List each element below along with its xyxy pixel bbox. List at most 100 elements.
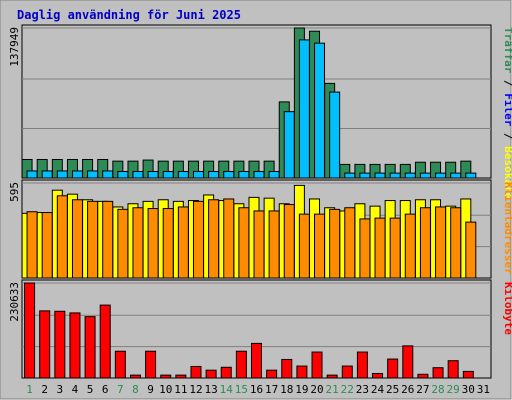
bar-filer-day-13 [208, 170, 220, 179]
bar-klientadresser-day-3 [56, 195, 68, 279]
bar-filer-day-28 [435, 172, 447, 179]
bar-kilobyte-day-15 [235, 350, 247, 379]
bar-filer-day-10 [162, 170, 174, 179]
bar-kilobyte-day-18 [281, 358, 293, 379]
x-tick-label-day-13: 13 [204, 383, 217, 396]
bar-filer-day-29 [450, 172, 462, 179]
bar-filer-day-2 [41, 170, 53, 179]
bar-klientadresser-day-6 [102, 200, 114, 279]
x-tick-label-day-5: 5 [87, 383, 94, 396]
bar-kilobyte-day-10 [160, 374, 172, 379]
bar-klientadresser-day-17 [268, 210, 280, 279]
bar-filer-day-7 [117, 170, 129, 179]
x-tick-label-day-28: 28 [431, 383, 444, 396]
x-tick-label-day-9: 9 [147, 383, 154, 396]
bar-filer-day-12 [192, 170, 204, 179]
bar-kilobyte-day-29 [447, 360, 459, 379]
bar-kilobyte-day-16 [251, 342, 262, 379]
bar-filer-day-27 [419, 172, 431, 179]
bar-klientadresser-day-4 [71, 199, 83, 279]
x-tick-label-day-16: 16 [250, 383, 263, 396]
bar-klientadresser-day-21 [329, 208, 341, 279]
legend-item-1: Träffar [502, 27, 512, 74]
x-tick-label-day-7: 7 [117, 383, 124, 396]
x-tick-label-day-22: 22 [341, 383, 354, 396]
bar-klientadresser-day-5 [87, 200, 99, 279]
x-tick-label-day-23: 23 [356, 383, 369, 396]
bar-kilobyte-day-25 [387, 358, 399, 379]
bar-klientadresser-day-14 [223, 198, 235, 279]
bar-klientadresser-day-24 [374, 217, 386, 279]
legend: Träffar / Filer / Besökare [502, 27, 512, 200]
bar-klientadresser-day-28 [435, 206, 447, 279]
bar-kilobyte-day-5 [84, 316, 96, 379]
y-axis-max-label: 230633 [8, 282, 21, 322]
bar-kilobyte-day-11 [175, 374, 187, 379]
legend-item-1: Klientadresser [502, 182, 512, 275]
bar-klientadresser-day-8 [132, 207, 144, 279]
bar-klientadresser-day-30 [465, 221, 477, 279]
bar-kilobyte-day-17 [266, 369, 278, 379]
x-tick-label-day-20: 20 [310, 383, 323, 396]
bar-kilobyte-day-12 [190, 365, 202, 379]
x-tick-label-day-17: 17 [265, 383, 278, 396]
legend-item-4: / [502, 126, 512, 146]
bar-filer-day-25 [389, 172, 401, 179]
legend-item-3: Filer [502, 93, 512, 126]
bar-kilobyte-day-26 [402, 345, 414, 379]
x-tick-label-day-31: 31 [477, 383, 490, 396]
bar-klientadresser-day-9 [147, 208, 159, 279]
bar-filer-day-30 [465, 172, 477, 179]
x-tick-label-day-10: 10 [159, 383, 172, 396]
x-tick-label-day-14: 14 [220, 383, 234, 396]
x-tick-label-day-24: 24 [371, 383, 385, 396]
bar-klientadresser-day-15 [238, 207, 250, 279]
bar-klientadresser-day-26 [404, 213, 416, 279]
bar-kilobyte-day-8 [129, 374, 141, 379]
bar-filer-day-23 [359, 172, 371, 179]
bar-klientadresser-day-2 [41, 212, 53, 279]
x-tick-label-day-3: 3 [57, 383, 64, 396]
bar-kilobyte-day-6 [99, 304, 111, 379]
bar-filer-day-4 [71, 170, 83, 179]
bar-filer-day-15 [238, 170, 250, 179]
panel-1: 137949 Träffar / Filer / Besökare [8, 24, 512, 200]
bar-filer-day-21 [329, 91, 341, 179]
bar-filer-day-26 [404, 172, 416, 179]
legend: Kilobyte [502, 282, 512, 335]
bar-kilobyte-day-3 [54, 310, 66, 379]
x-tick-label-day-6: 6 [102, 383, 109, 396]
bar-filer-day-17 [268, 170, 280, 179]
bar-kilobyte-day-23 [356, 351, 368, 379]
legend-item-1: Kilobyte [502, 282, 512, 335]
bar-klientadresser-day-29 [450, 207, 462, 279]
y-axis-max-label: 595 [8, 182, 21, 202]
x-tick-label-day-29: 29 [447, 383, 460, 396]
bar-filer-day-3 [56, 170, 68, 179]
bar-kilobyte-day-19 [296, 365, 308, 379]
bar-klientadresser-day-1 [26, 211, 38, 279]
bar-klientadresser-day-7 [117, 208, 129, 279]
bar-filer-day-19 [298, 39, 310, 179]
bar-kilobyte-day-22 [341, 365, 353, 379]
bar-kilobyte-day-13 [205, 369, 217, 379]
x-tick-label-day-21: 21 [326, 383, 339, 396]
bar-kilobyte-day-27 [417, 373, 429, 379]
x-tick-label-day-18: 18 [280, 383, 293, 396]
bar-kilobyte-day-28 [432, 367, 444, 379]
bar-kilobyte-day-21 [326, 374, 338, 379]
bar-kilobyte-day-14 [220, 366, 232, 379]
legend-item-5: Besökare [502, 146, 512, 199]
bar-filer-day-14 [223, 170, 235, 179]
x-tick-label-day-1: 1 [26, 383, 33, 396]
x-tick-label-day-8: 8 [132, 383, 139, 396]
bar-kilobyte-day-1 [24, 282, 36, 379]
bar-klientadresser-day-18 [283, 204, 295, 279]
x-tick-label-day-2: 2 [41, 383, 48, 396]
x-tick-label-day-26: 26 [401, 383, 414, 396]
bar-filer-day-5 [87, 170, 99, 179]
panel-3: 230633 Kilobyte [8, 279, 512, 379]
bar-klientadresser-day-10 [162, 208, 174, 279]
plot-layer: 137949 Träffar / Filer / Besökare 595 Klien… [8, 24, 512, 396]
